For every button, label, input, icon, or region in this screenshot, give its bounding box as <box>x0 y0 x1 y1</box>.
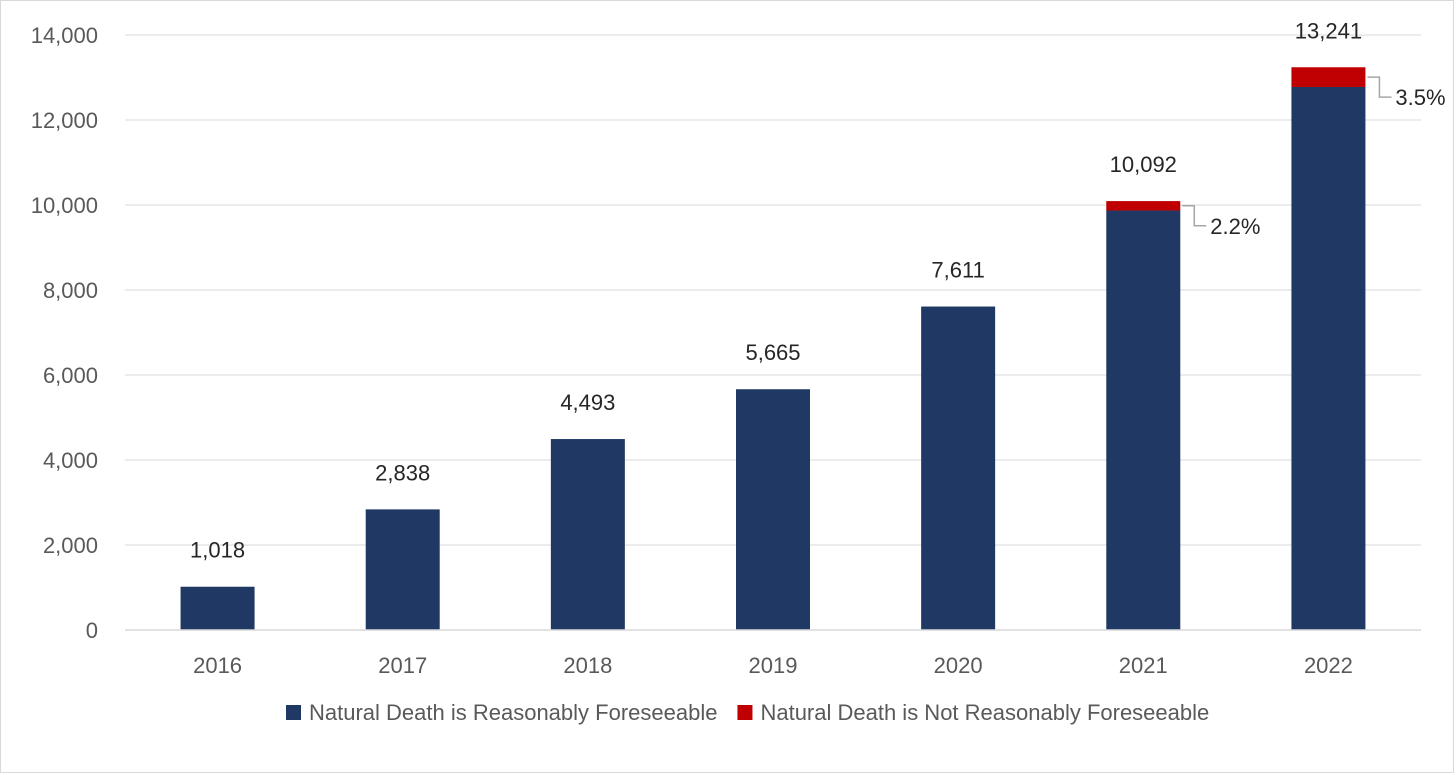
annotation-leader-line <box>1182 205 1207 227</box>
y-tick-label: 8,000 <box>43 278 98 303</box>
total-data-label: 10,092 <box>1110 152 1177 177</box>
total-data-label: 5,665 <box>745 340 800 365</box>
legend-swatch <box>286 705 301 720</box>
y-tick-label: 14,000 <box>31 23 98 48</box>
y-axis-tick-labels: 0 2,000 4,000 6,000 8,000 10,000 12,000 14,000 <box>31 23 98 643</box>
data-labels: 1,018 2,838 4,493 5,665 7,611 10,092 13,241 <box>190 18 1362 562</box>
x-tick-label: 2020 <box>934 653 983 678</box>
bar-segment <box>550 439 625 630</box>
total-data-label: 13,241 <box>1295 18 1362 43</box>
annotations: 2.2% 3.5% <box>1182 76 1446 239</box>
legend-label: Natural Death is Not Reasonably Foreseea… <box>760 700 1209 725</box>
y-tick-label: 12,000 <box>31 108 98 133</box>
bar-segment <box>180 586 255 630</box>
bar-segment <box>1106 201 1181 211</box>
total-data-label: 1,018 <box>190 538 245 563</box>
x-tick-label: 2019 <box>749 653 798 678</box>
total-data-label: 7,611 <box>931 258 984 283</box>
percentage-annotation: 2.2% <box>1210 214 1260 239</box>
y-tick-label: 0 <box>86 618 98 643</box>
x-tick-label: 2017 <box>378 653 427 678</box>
bar-segment <box>1291 86 1366 631</box>
y-tick-label: 10,000 <box>31 193 98 218</box>
x-axis-tick-labels: 2016 2017 2018 2019 2020 2021 2022 <box>193 653 1353 678</box>
legend: Natural Death is Reasonably Foreseeable N… <box>286 700 1209 725</box>
total-data-label: 2,838 <box>375 460 430 485</box>
y-tick-label: 6,000 <box>43 363 98 388</box>
total-data-label: 4,493 <box>560 390 615 415</box>
y-tick-label: 4,000 <box>43 448 98 473</box>
annotation-leader-line <box>1367 76 1392 98</box>
x-tick-label: 2022 <box>1304 653 1353 678</box>
legend-label: Natural Death is Reasonably Foreseeable <box>309 700 717 725</box>
x-tick-label: 2021 <box>1119 653 1168 678</box>
bar-segment <box>365 509 440 630</box>
bar-segment <box>921 306 996 630</box>
y-tick-label: 2,000 <box>43 533 98 558</box>
percentage-annotation: 3.5% <box>1395 85 1445 110</box>
gridlines <box>125 34 1421 546</box>
x-tick-label: 2016 <box>193 653 242 678</box>
bar-segment <box>1106 210 1181 630</box>
legend-swatch <box>737 705 753 720</box>
bar-segment <box>1291 67 1366 87</box>
x-tick-label: 2018 <box>563 653 612 678</box>
bars <box>180 67 1366 631</box>
bar-segment <box>736 389 810 630</box>
